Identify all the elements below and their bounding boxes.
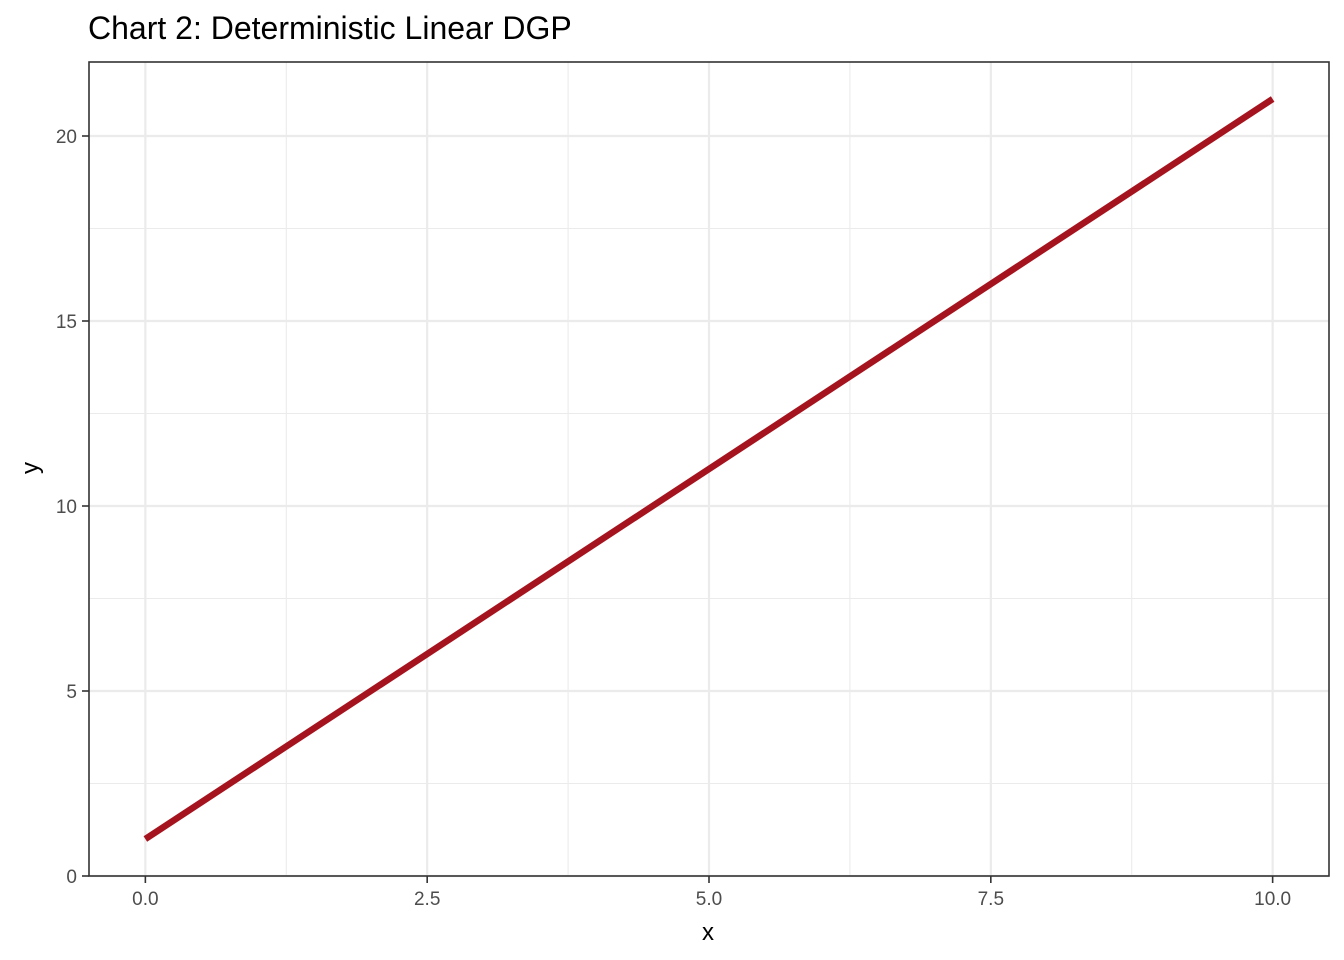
x-tick-label: 10.0 xyxy=(1254,889,1291,910)
x-tick-label: 7.5 xyxy=(978,889,1004,910)
chart-title: Chart 2: Deterministic Linear DGP xyxy=(88,10,572,46)
x-tick-label: 5.0 xyxy=(696,889,722,910)
data-series xyxy=(143,96,1275,842)
y-tick-label: 10 xyxy=(56,497,77,518)
y-tick-label: 20 xyxy=(56,127,77,148)
x-tick-label: 0.0 xyxy=(132,889,158,910)
y-tick-label: 5 xyxy=(66,682,77,703)
y-tick-label: 0 xyxy=(66,867,77,888)
x-axis-title: x xyxy=(702,919,714,946)
y-axis-title: y xyxy=(17,462,44,474)
x-axis: 0.0 2.5 5.0 7.5 10.0 xyxy=(132,876,1291,910)
y-axis: 0 5 10 15 20 xyxy=(56,127,89,888)
series-line xyxy=(143,96,1275,842)
x-tick-label: 2.5 xyxy=(414,889,440,910)
y-tick-label: 15 xyxy=(56,312,77,333)
